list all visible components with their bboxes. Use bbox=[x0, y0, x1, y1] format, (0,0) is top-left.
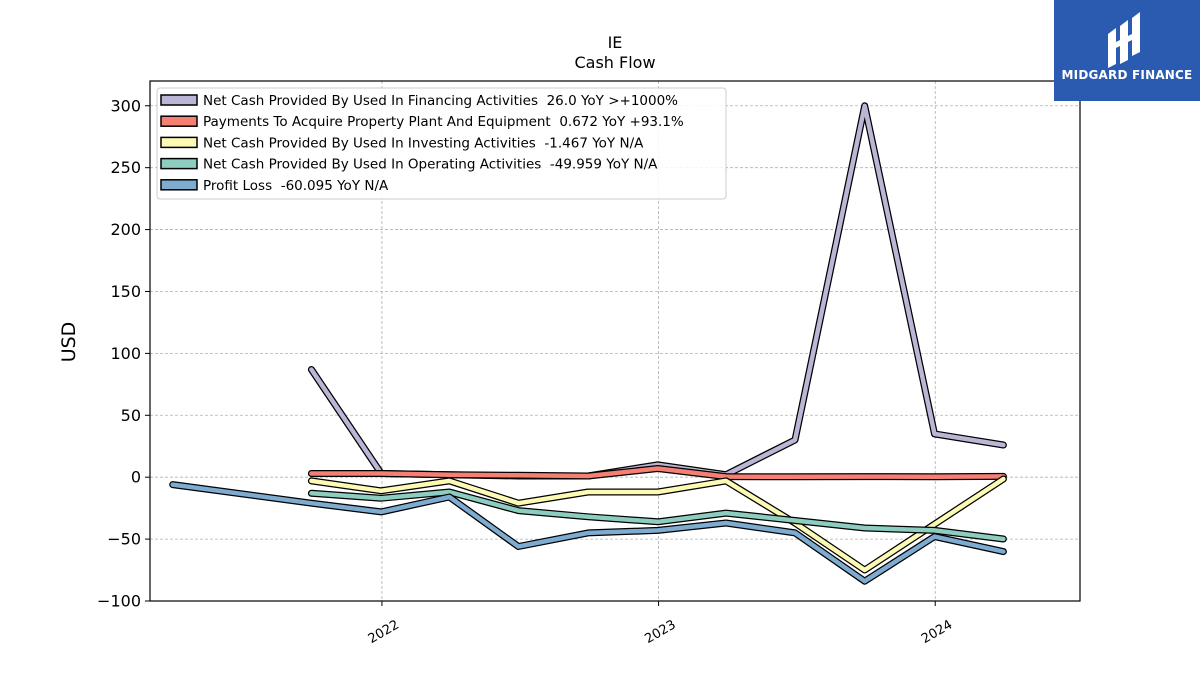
legend-swatch bbox=[160, 179, 198, 191]
chart-title: IE bbox=[608, 33, 623, 52]
legend-label: Profit Loss -60.095 YoY N/A bbox=[203, 178, 389, 194]
logo-mark-icon bbox=[1108, 12, 1140, 68]
legend-label: Net Cash Provided By Used In Investing A… bbox=[203, 135, 644, 151]
legend-series-stat: 0.672 YoY +93.1% bbox=[551, 114, 684, 130]
series-net-cash-provided-by-used-in-investing-activities bbox=[307, 475, 1007, 574]
y-tick-label: 150 bbox=[110, 282, 141, 301]
legend-swatch bbox=[160, 115, 198, 127]
legend-item: Profit Loss -60.095 YoY N/A bbox=[160, 178, 389, 194]
series-line bbox=[309, 476, 1006, 573]
legend-swatch bbox=[160, 157, 198, 170]
legend-series-stat: 26.0 YoY >+1000% bbox=[538, 93, 678, 109]
series-lines bbox=[169, 102, 1007, 585]
y-tick-label: 300 bbox=[110, 96, 141, 115]
legend-series-name: Net Cash Provided By Used In Operating A… bbox=[203, 157, 541, 173]
series-net-cash-provided-by-used-in-operating-activities bbox=[307, 488, 1007, 543]
legend-item: Net Cash Provided By Used In Financing A… bbox=[160, 93, 678, 109]
legend-item: Net Cash Provided By Used In Investing A… bbox=[160, 135, 644, 151]
legend-label: Payments To Acquire Property Plant And E… bbox=[203, 114, 684, 130]
y-tick-label: 200 bbox=[110, 220, 141, 239]
legend-series-stat: -1.467 YoY N/A bbox=[536, 135, 644, 151]
legend-series-name: Net Cash Provided By Used In Investing A… bbox=[203, 135, 536, 151]
x-tick-label: 2023 bbox=[642, 617, 678, 647]
x-tick-label: 2024 bbox=[919, 617, 955, 647]
y-tick-label: 50 bbox=[121, 406, 141, 425]
legend-swatch bbox=[160, 94, 198, 106]
plot-frame bbox=[149, 80, 1081, 602]
y-tick-label: −50 bbox=[107, 530, 141, 549]
y-axis: −100 −50 0 50 100 150 200 250 300 bbox=[97, 96, 150, 611]
series-line bbox=[170, 482, 1006, 584]
legend-item: Net Cash Provided By Used In Operating A… bbox=[160, 157, 658, 173]
legend-box bbox=[156, 87, 727, 200]
legend-label: Net Cash Provided By Used In Financing A… bbox=[203, 93, 678, 109]
legend-swatch bbox=[160, 136, 198, 149]
y-tick-label: 100 bbox=[110, 344, 141, 363]
x-axis: 2022 2023 2024 bbox=[366, 601, 955, 647]
series-line bbox=[309, 489, 1006, 542]
legend-series-stat: -49.959 YoY N/A bbox=[541, 157, 658, 173]
x-tick-label: 2022 bbox=[366, 617, 402, 647]
legend-series-name: Net Cash Provided By Used In Financing A… bbox=[203, 93, 538, 109]
legend-series-stat: -60.095 YoY N/A bbox=[272, 178, 389, 194]
legend-series-name: Payments To Acquire Property Plant And E… bbox=[203, 114, 551, 130]
legend: Net Cash Provided By Used In Financing A… bbox=[156, 87, 727, 200]
logo-text: MIDGARD FINANCE bbox=[1061, 68, 1193, 82]
y-tick-label: −100 bbox=[97, 592, 141, 611]
legend-label: Net Cash Provided By Used In Operating A… bbox=[203, 157, 658, 173]
chart-subtitle: Cash Flow bbox=[574, 53, 655, 72]
midgard-finance-logo: MIDGARD FINANCE bbox=[1054, 0, 1200, 101]
series-line bbox=[309, 466, 1006, 480]
y-axis-label: USD bbox=[58, 322, 80, 363]
series-payments-to-acquire-property-plant-and-equipment bbox=[307, 465, 1007, 481]
series-profit-loss bbox=[169, 481, 1007, 585]
legend-series-name: Profit Loss bbox=[203, 178, 272, 194]
y-tick-label: 250 bbox=[110, 158, 141, 177]
legend-item: Payments To Acquire Property Plant And E… bbox=[160, 114, 684, 130]
y-tick-label: 0 bbox=[131, 468, 141, 487]
